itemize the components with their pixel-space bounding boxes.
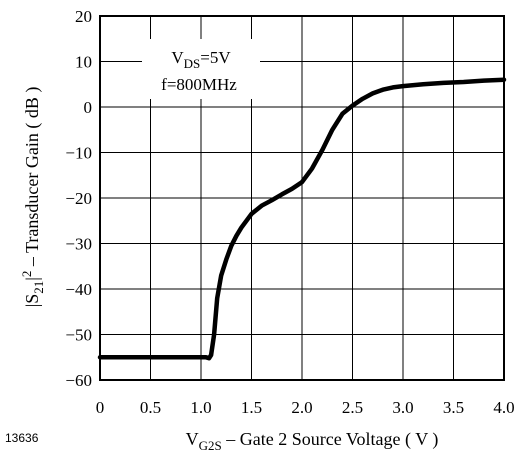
annotation-frequency: f=800MHz <box>161 75 237 94</box>
y-tick-label: 10 <box>75 53 92 72</box>
y-tick-label: 20 <box>75 7 92 26</box>
y-tick-label: −60 <box>65 371 92 390</box>
y-tick-label: −20 <box>65 189 92 208</box>
grid <box>100 16 504 380</box>
tick-labels: 0 0.5 1.0 1.5 2.0 2.5 3.0 3.5 4.0 20 10 0 −10 −20 −30 −… <box>65 7 514 417</box>
x-tick-label: 1.0 <box>190 398 211 417</box>
annotation-box <box>142 39 260 99</box>
y-tick-label: −10 <box>65 144 92 163</box>
plot-frame <box>99 15 505 381</box>
y-tick-label: −30 <box>65 235 92 254</box>
x-tick-label: 2.0 <box>291 398 312 417</box>
x-tick-label: 0 <box>96 398 105 417</box>
x-tick-label: 3.0 <box>392 398 413 417</box>
y-axis-title: |S21|2 – Transducer Gain ( dB ) <box>19 87 46 308</box>
x-tick-label: 2.5 <box>342 398 363 417</box>
x-tick-label: 4.0 <box>493 398 514 417</box>
x-tick-label: 1.5 <box>241 398 262 417</box>
x-axis-title: VG2S – Gate 2 Source Voltage ( V ) <box>186 429 439 453</box>
y-tick-label: −40 <box>65 280 92 299</box>
x-tick-label: 3.5 <box>443 398 464 417</box>
figure-id: 13636 <box>5 431 39 445</box>
y-tick-label: 0 <box>84 98 93 117</box>
y-tick-label: −50 <box>65 326 92 345</box>
annotation-vds: VDS=5V <box>171 48 231 71</box>
x-tick-label: 0.5 <box>140 398 161 417</box>
gain-curve <box>97 77 507 361</box>
